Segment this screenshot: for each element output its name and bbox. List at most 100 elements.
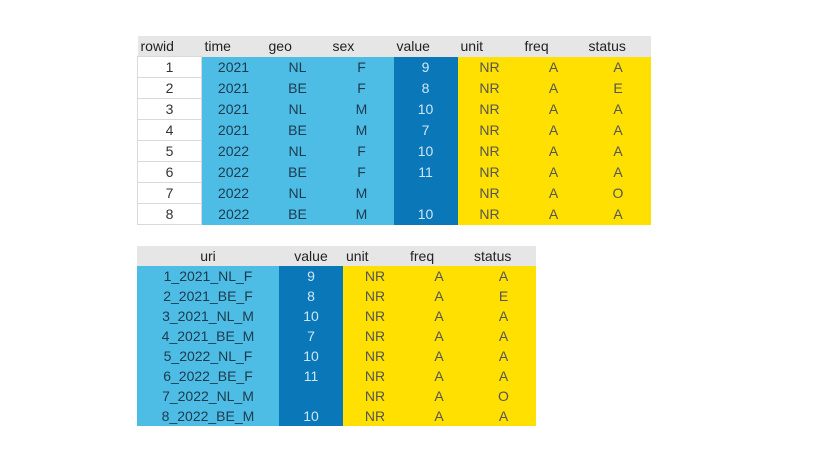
cell-unit: NR: [343, 326, 407, 346]
table-row: 7 2022 NL M NR A O: [137, 182, 651, 204]
uri-table: uri value unit freq status 1_2021_NL_F 9 N…: [137, 246, 536, 426]
cell-uri: 5_2022_NL_F: [137, 346, 279, 366]
cell-unit: NR: [457, 203, 522, 225]
cell-unit: NR: [343, 406, 407, 426]
table-row: 5 2022 NL F 10 NR A A: [137, 140, 651, 162]
table-row: 4_2021_BE_M 7 NR A A: [137, 326, 536, 346]
cell-value: 9: [393, 56, 458, 78]
cell-value: 7: [393, 119, 458, 141]
table-row: 4 2021 BE M 7 NR A A: [137, 119, 651, 141]
cell-freq: A: [521, 98, 586, 120]
cell-freq: A: [521, 140, 586, 162]
cell-value: [393, 182, 458, 204]
cell-time: 2022: [201, 140, 266, 162]
cell-value: 9: [279, 266, 343, 286]
cell-freq: A: [521, 119, 586, 141]
cell-geo: NL: [265, 182, 330, 204]
cell-sex: F: [329, 140, 394, 162]
cell-rowid: 5: [137, 140, 202, 162]
cell-value: 11: [393, 161, 458, 183]
cell-uri: 1_2021_NL_F: [137, 266, 279, 286]
cell-freq: A: [521, 77, 586, 99]
header-value: value: [279, 246, 343, 266]
cell-freq: A: [407, 386, 471, 406]
cell-time: 2022: [201, 161, 266, 183]
header-uri: uri: [137, 246, 279, 266]
cell-geo: BE: [265, 119, 330, 141]
cell-rowid: 6: [137, 161, 202, 183]
cell-freq: A: [407, 266, 471, 286]
cell-unit: NR: [343, 346, 407, 366]
cell-status: A: [471, 366, 536, 386]
cell-status: A: [471, 266, 536, 286]
cell-status: E: [585, 77, 651, 99]
cell-unit: NR: [457, 140, 522, 162]
source-table-header: rowid time geo sex value unit freq statu…: [137, 36, 651, 57]
cell-unit: NR: [457, 56, 522, 78]
table-row: 3_2021_NL_M 10 NR A A: [137, 306, 536, 326]
cell-status: A: [471, 406, 536, 426]
cell-value: [279, 386, 343, 406]
cell-unit: NR: [457, 161, 522, 183]
cell-freq: A: [407, 286, 471, 306]
cell-rowid: 7: [137, 182, 202, 204]
cell-value: 10: [279, 306, 343, 326]
table-row: 8_2022_BE_M 10 NR A A: [137, 406, 536, 426]
cell-status: A: [585, 56, 651, 78]
cell-uri: 7_2022_NL_M: [137, 386, 279, 406]
cell-sex: M: [329, 182, 394, 204]
header-freq: freq: [407, 246, 471, 266]
cell-unit: NR: [457, 98, 522, 120]
table-row: 2_2021_BE_F 8 NR A E: [137, 286, 536, 306]
table-row: 1 2021 NL F 9 NR A A: [137, 56, 651, 78]
cell-value: 8: [279, 286, 343, 306]
cell-status: A: [585, 98, 651, 120]
cell-value: 11: [279, 366, 343, 386]
cell-freq: A: [407, 306, 471, 326]
cell-rowid: 4: [137, 119, 202, 141]
cell-sex: M: [329, 203, 394, 225]
source-table-body: 1 2021 NL F 9 NR A A 2 2021 BE F 8 NR A E 3 2021 NL M 10 NR A A…: [137, 56, 651, 225]
cell-freq: A: [407, 346, 471, 366]
cell-geo: NL: [265, 140, 330, 162]
cell-uri: 3_2021_NL_M: [137, 306, 279, 326]
header-status: status: [471, 246, 536, 266]
cell-status: O: [585, 182, 651, 204]
table-row: 7_2022_NL_M NR A O: [137, 386, 536, 406]
cell-rowid: 8: [137, 203, 202, 225]
cell-value: 8: [393, 77, 458, 99]
cell-geo: NL: [265, 98, 330, 120]
cell-time: 2021: [201, 77, 266, 99]
header-time: time: [201, 36, 266, 57]
cell-freq: A: [521, 182, 586, 204]
table-row: 6 2022 BE F 11 NR A A: [137, 161, 651, 183]
cell-uri: 8_2022_BE_M: [137, 406, 279, 426]
source-table: rowid time geo sex value unit freq statu…: [137, 36, 651, 225]
cell-uri: 6_2022_BE_F: [137, 366, 279, 386]
header-sex: sex: [329, 36, 394, 57]
cell-unit: NR: [343, 266, 407, 286]
cell-sex: F: [329, 56, 394, 78]
cell-status: O: [471, 386, 536, 406]
cell-unit: NR: [457, 119, 522, 141]
cell-value: 10: [279, 406, 343, 426]
cell-value: 7: [279, 326, 343, 346]
cell-unit: NR: [343, 286, 407, 306]
cell-status: A: [585, 140, 651, 162]
table-row: 8 2022 BE M 10 NR A A: [137, 203, 651, 225]
cell-geo: BE: [265, 161, 330, 183]
table-row: 3 2021 NL M 10 NR A A: [137, 98, 651, 120]
cell-unit: NR: [457, 77, 522, 99]
cell-unit: NR: [343, 306, 407, 326]
uri-table-body: 1_2021_NL_F 9 NR A A 2_2021_BE_F 8 NR A E 3_2021_N…: [137, 266, 536, 426]
cell-time: 2022: [201, 182, 266, 204]
cell-status: A: [471, 326, 536, 346]
header-geo: geo: [265, 36, 330, 57]
cell-freq: A: [521, 203, 586, 225]
cell-time: 2021: [201, 98, 266, 120]
cell-freq: A: [407, 366, 471, 386]
cell-time: 2022: [201, 203, 266, 225]
cell-uri: 2_2021_BE_F: [137, 286, 279, 306]
cell-unit: NR: [343, 386, 407, 406]
cell-sex: F: [329, 77, 394, 99]
